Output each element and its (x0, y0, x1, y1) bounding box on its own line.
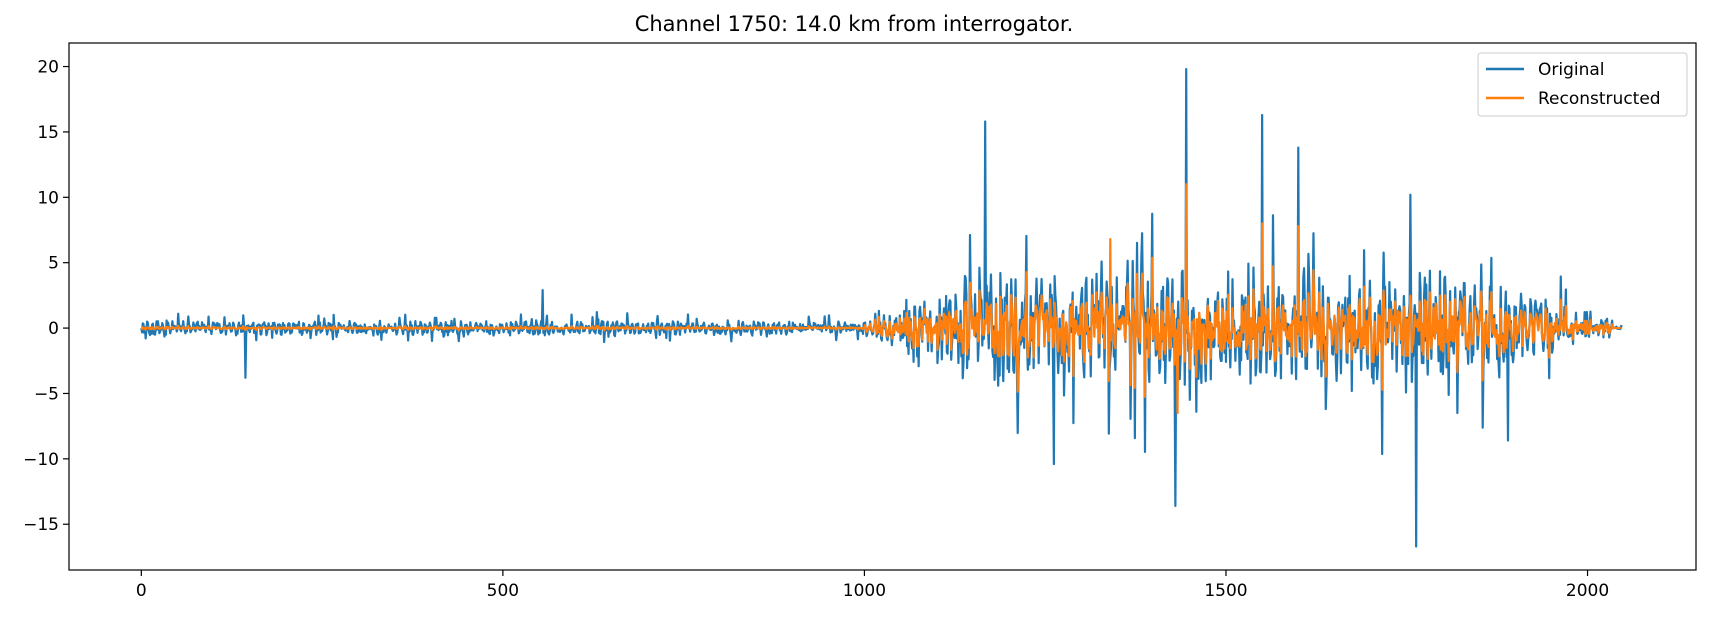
series-line-original (140, 68, 1623, 548)
series-layer (140, 68, 1623, 548)
legend-label-original: Original (1538, 60, 1605, 80)
x-tick-label: 2000 (1566, 581, 1609, 601)
legend: Original Reconstructed (1477, 52, 1688, 117)
chart-title: Channel 1750: 14.0 km from interrogator. (635, 12, 1074, 36)
plot-frame (68, 42, 1697, 571)
y-tick-label: 5 (48, 254, 59, 274)
y-tick-label: 15 (37, 123, 59, 143)
y-axis: −15 −10 −5 0 5 10 15 20 (23, 58, 69, 535)
legend-box (1477, 52, 1688, 117)
x-tick-label: 500 (487, 581, 519, 601)
y-tick-label: −15 (23, 515, 59, 535)
series-line-reconstructed (140, 183, 1622, 415)
y-tick-label: −5 (34, 384, 59, 404)
x-tick-label: 1000 (843, 581, 886, 601)
x-axis: 0 500 1000 1500 2000 (136, 570, 1609, 601)
x-tick-label: 1500 (1204, 581, 1247, 601)
x-tick-label: 0 (136, 581, 147, 601)
y-tick-label: 10 (37, 188, 59, 208)
y-tick-label: 0 (48, 319, 59, 339)
legend-label-reconstructed: Reconstructed (1538, 89, 1661, 109)
y-tick-label: −10 (23, 450, 59, 470)
y-tick-label: 20 (37, 58, 59, 78)
